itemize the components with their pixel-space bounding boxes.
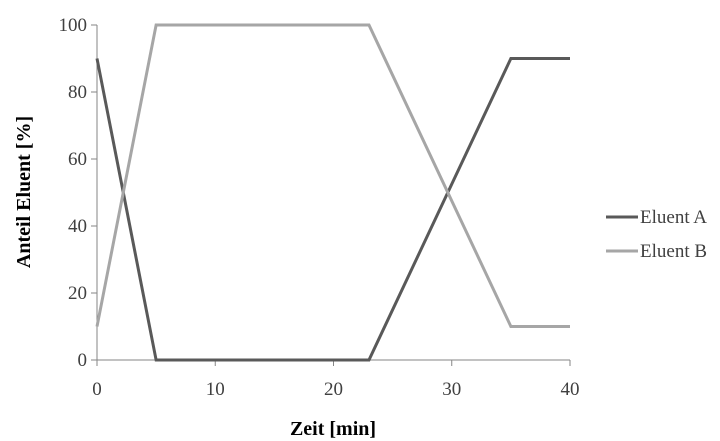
legend-label-eluent-b: Eluent B xyxy=(640,241,707,262)
series-line-eluent-a xyxy=(95,57,570,362)
y-tick-label: 40 xyxy=(68,216,87,237)
axes xyxy=(96,25,570,361)
x-tick-label: 0 xyxy=(92,379,102,400)
series-line-eluent-b xyxy=(95,23,570,328)
y-tick-labels: 0 20 40 60 80 100 xyxy=(59,15,97,371)
series-lines xyxy=(95,23,570,362)
y-tick-label: 60 xyxy=(68,149,87,170)
x-axis-title: Zeit [min] xyxy=(290,418,376,440)
y-axis-title: Anteil Eluent [%] xyxy=(13,116,35,268)
x-tick-labels: 0 10 20 30 40 xyxy=(92,360,580,400)
y-tick-label: 80 xyxy=(68,82,87,103)
y-tick-label: 20 xyxy=(68,283,87,304)
y-tick-label: 0 xyxy=(78,350,88,371)
x-tick-label: 10 xyxy=(206,379,225,400)
y-tick-label: 100 xyxy=(59,15,88,36)
legend-label-eluent-a: Eluent A xyxy=(640,207,707,228)
x-tick-label: 20 xyxy=(324,379,343,400)
x-tick-label: 30 xyxy=(442,379,461,400)
x-tick-label: 40 xyxy=(561,379,580,400)
legend: Eluent A Eluent B xyxy=(606,207,707,262)
